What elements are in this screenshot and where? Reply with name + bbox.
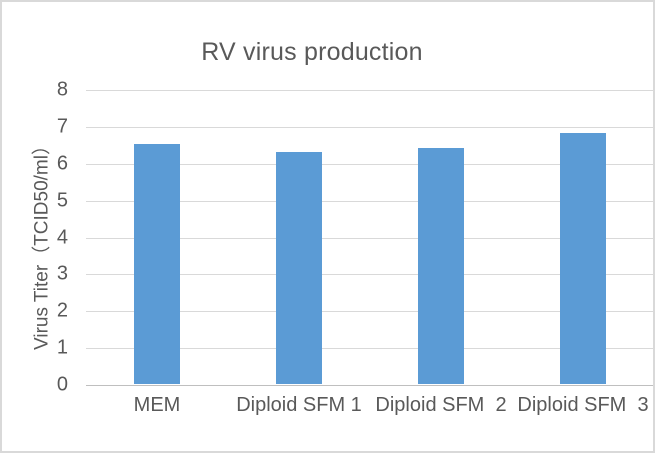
gridline [86, 90, 653, 91]
bar-diploid-sfm-3 [560, 133, 606, 384]
x-axis-tick-label: Diploid SFM 3 [517, 394, 649, 416]
x-axis-tick-label: MEM [133, 394, 181, 416]
chart-title: RV virus production [201, 38, 423, 66]
x-axis-tick-label: Diploid SFM 1 [236, 394, 362, 416]
y-axis-tick-label: 7 [56, 115, 68, 138]
gridline [86, 127, 653, 128]
bar-diploid-sfm-2 [418, 148, 464, 384]
gridline [86, 164, 653, 165]
y-axis-tick-label: 8 [56, 78, 68, 101]
plot-area [86, 90, 653, 386]
gridline [86, 311, 653, 312]
bar-mem [134, 144, 180, 384]
y-axis-tick-label: 0 [56, 373, 68, 396]
y-axis-tick-label: 3 [56, 262, 68, 285]
y-axis-tick-label: 6 [56, 152, 68, 175]
gridline [86, 238, 653, 239]
x-axis-tick-label: Diploid SFM 2 [375, 394, 507, 416]
y-axis-tick-label: 5 [56, 189, 68, 212]
gridline [86, 201, 653, 202]
y-axis-tick-label: 4 [56, 226, 68, 249]
bar-diploid-sfm-1 [276, 152, 322, 384]
gridline [86, 274, 653, 275]
y-axis-tick-label: 2 [56, 299, 68, 322]
gridline [86, 348, 653, 349]
y-axis-tick-label: 1 [56, 336, 68, 359]
x-axis-labels: MEM Diploid SFM 1 Diploid SFM 2 Diploid SFM… [86, 394, 653, 422]
x-axis-line [86, 385, 653, 386]
y-axis-title: Virus Titer（TCID50/ml） [31, 136, 53, 350]
